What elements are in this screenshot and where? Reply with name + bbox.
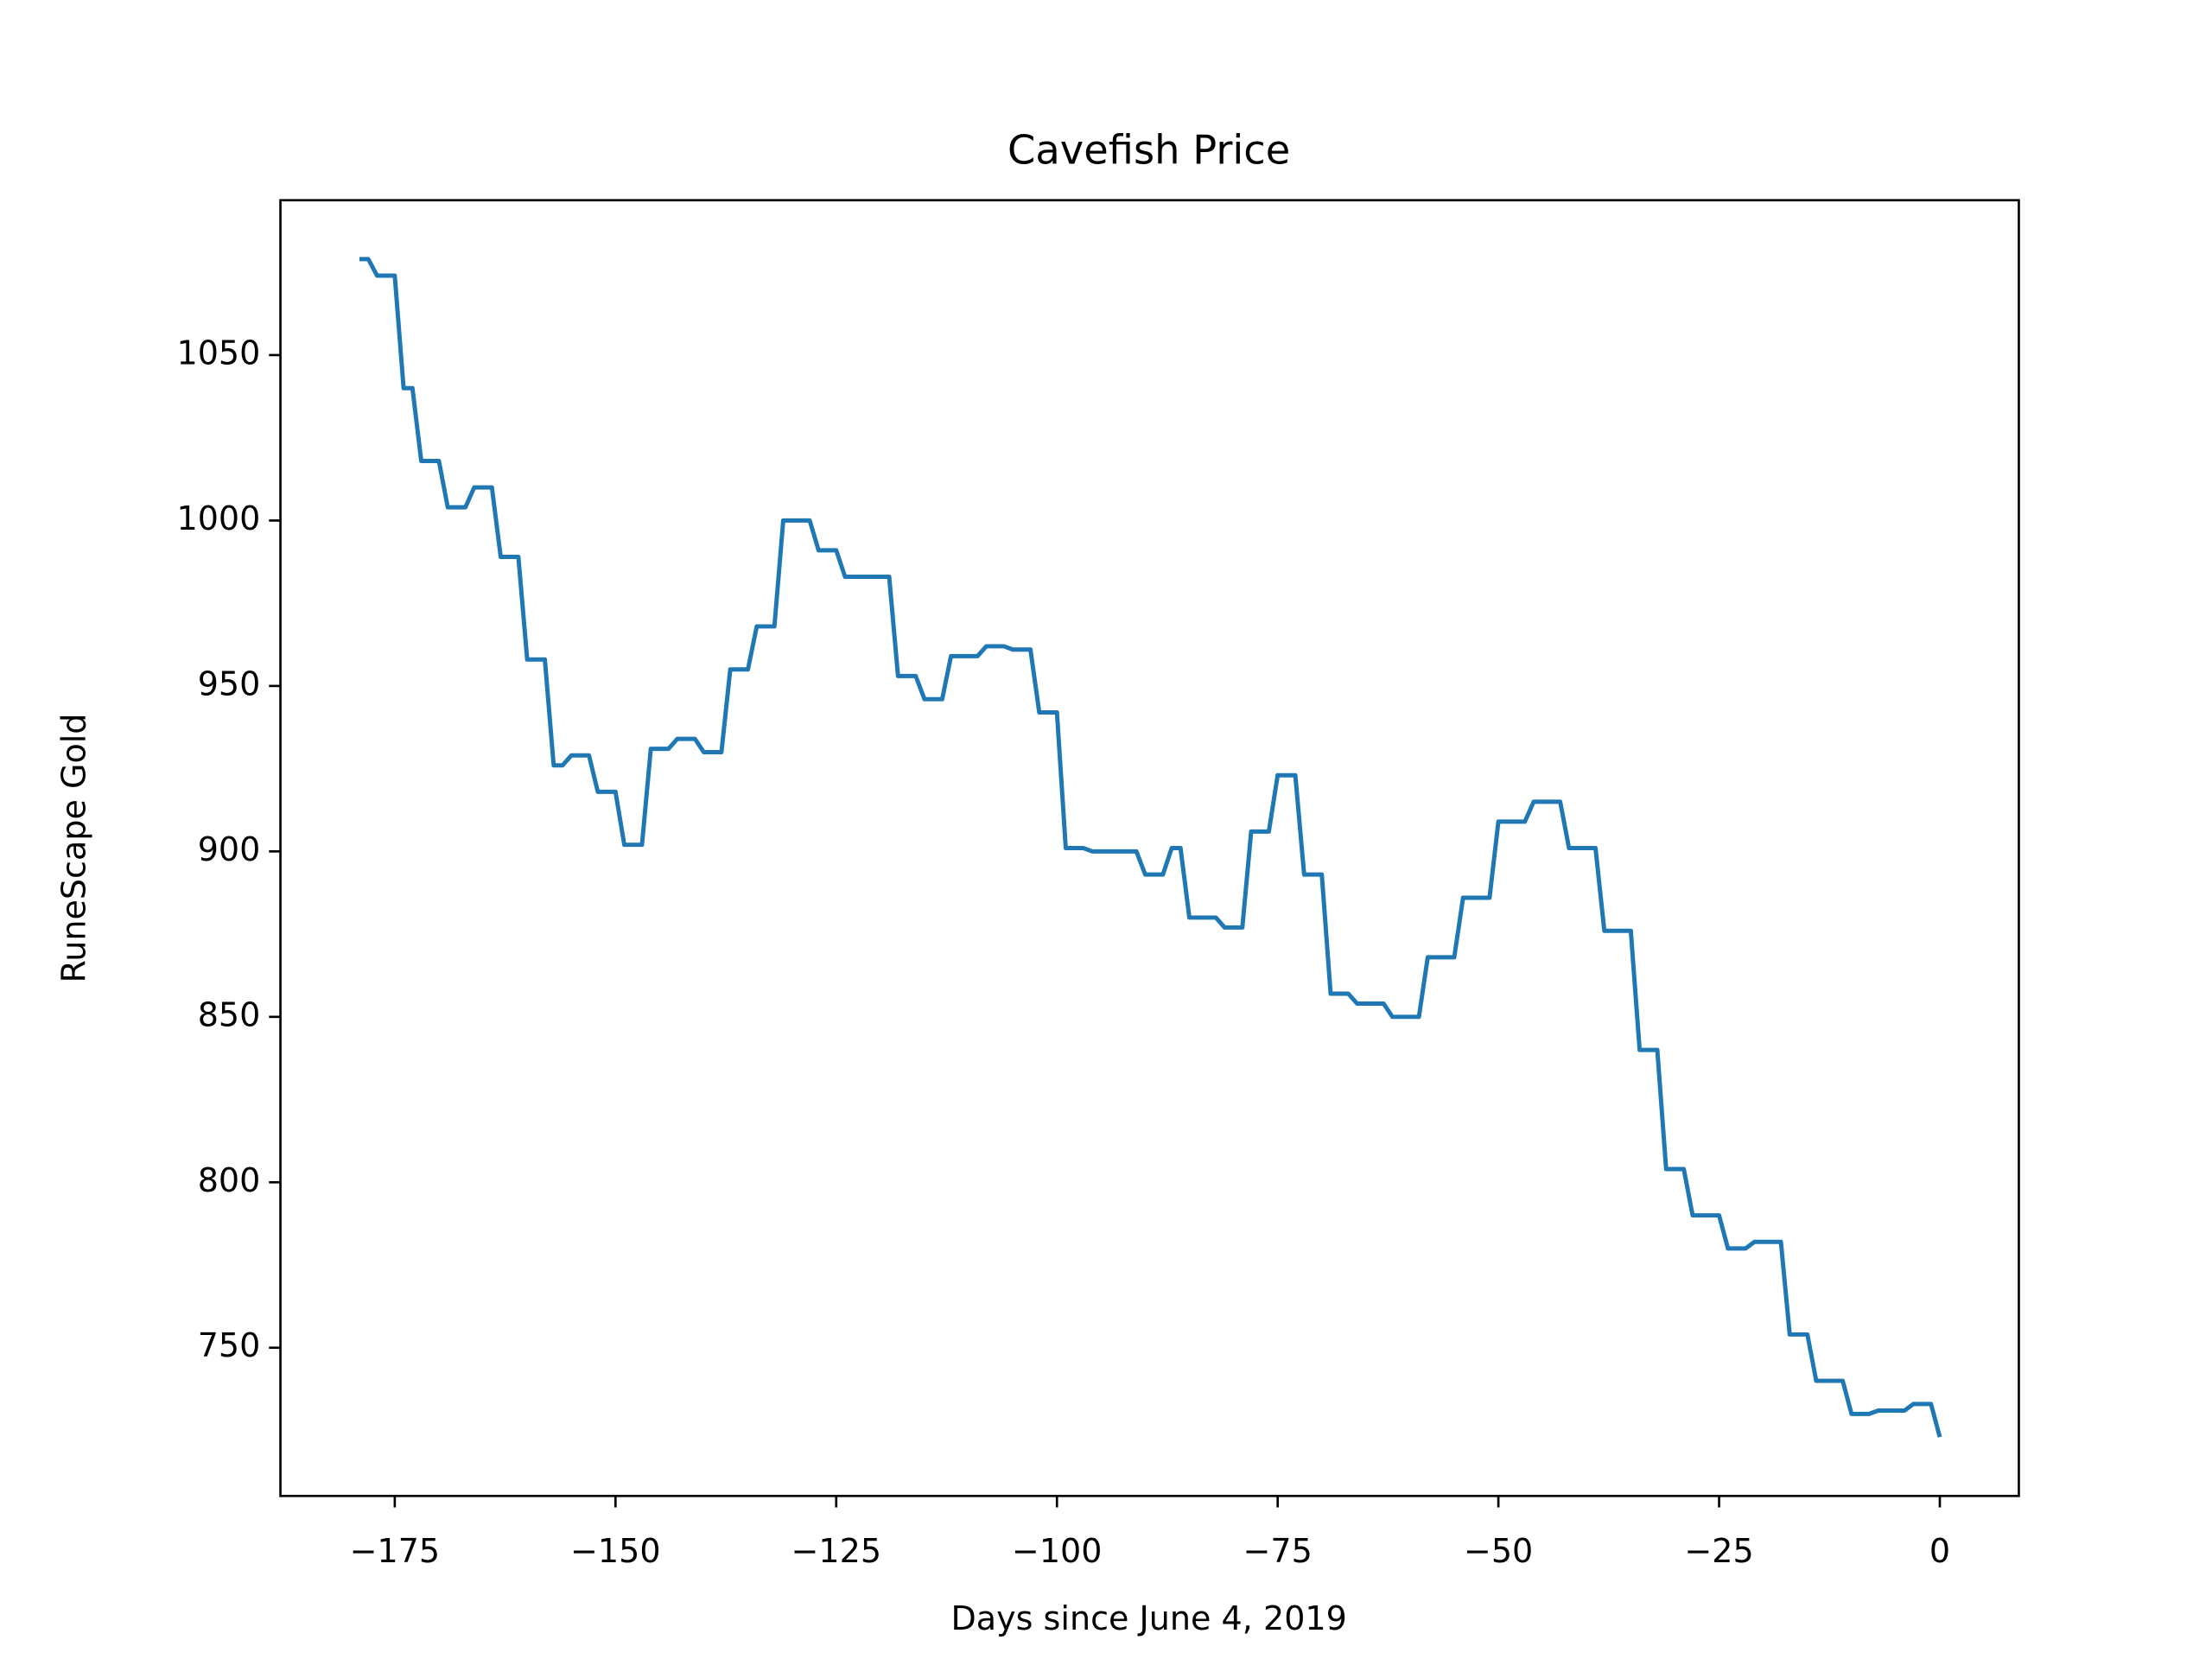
axes-frame [279, 199, 2020, 1497]
y-tick-label: 1050 [176, 334, 260, 372]
price-line [359, 257, 1942, 1438]
chart-title: Cavefish Price [1007, 127, 1290, 174]
x-axis-label: Days since June 4, 2019 [950, 1599, 1346, 1637]
y-tick-label: 800 [198, 1161, 261, 1199]
x-tick-label: −25 [1684, 1532, 1753, 1570]
y-tick-label: 850 [198, 995, 261, 1033]
y-tick-label: 1000 [176, 499, 260, 537]
x-tick-label: 0 [1929, 1532, 1950, 1570]
x-tick-label: −125 [791, 1532, 881, 1570]
y-tick-label: 900 [198, 830, 261, 868]
x-tick-label: −100 [1012, 1532, 1103, 1570]
x-tick-label: −50 [1464, 1532, 1533, 1570]
x-tick-label: −75 [1243, 1532, 1312, 1570]
y-tick-label: 950 [198, 664, 261, 702]
y-axis-label: RuneScape Gold [54, 714, 92, 983]
plot-area [359, 257, 1942, 1438]
x-tick-label: −175 [350, 1532, 441, 1570]
x-tick-label: −150 [570, 1532, 661, 1570]
y-tick-label: 750 [198, 1326, 261, 1364]
